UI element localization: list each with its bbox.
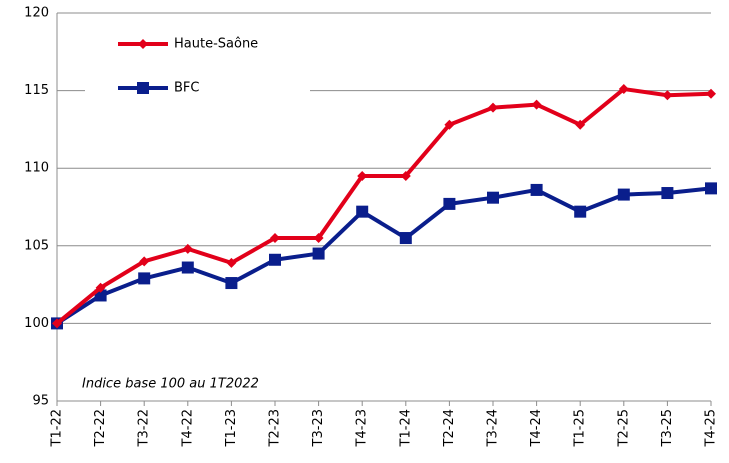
x-tick-label: T1-25	[573, 409, 588, 447]
annotation: Indice base 100 au 1T2022	[82, 377, 259, 392]
marker	[488, 102, 498, 113]
marker	[444, 119, 455, 130]
x-tick-label: T1-22	[50, 409, 65, 447]
x-tick-label: T1-23	[224, 409, 239, 447]
marker	[356, 205, 369, 218]
x-tick-label: T4-25	[704, 409, 719, 447]
marker	[618, 84, 629, 95]
x-tick-label: T3-23	[311, 409, 326, 447]
x-tick-label: T2-24	[442, 409, 457, 447]
legend-label: Haute-Saône	[174, 37, 258, 52]
x-tick-label: T3-25	[660, 409, 675, 447]
marker	[270, 233, 280, 244]
marker	[357, 170, 368, 181]
legend-marker	[138, 39, 148, 49]
marker	[443, 197, 456, 210]
y-tick-label: 95	[32, 394, 49, 409]
marker	[662, 90, 673, 101]
marker	[706, 88, 716, 99]
marker	[225, 277, 238, 290]
legend-marker	[137, 82, 149, 94]
x-tick-label: T4-23	[355, 409, 370, 447]
y-tick-label: 115	[24, 83, 49, 98]
marker	[269, 253, 281, 266]
marker	[530, 183, 543, 196]
x-tick-label: T4-22	[180, 409, 195, 447]
marker	[575, 119, 586, 130]
y-tick-label: 105	[24, 238, 49, 253]
line	[55, 186, 712, 326]
marker	[95, 282, 106, 293]
marker	[226, 257, 237, 268]
y-tick-label: 100	[24, 316, 49, 331]
marker	[531, 99, 542, 110]
legend-box	[85, 25, 310, 110]
x-tick-label: T4-24	[529, 409, 544, 447]
marker	[138, 272, 151, 285]
marker	[574, 205, 587, 218]
marker	[139, 256, 150, 267]
marker	[313, 233, 324, 244]
marker	[661, 187, 674, 200]
y-tick-label: 120	[24, 6, 49, 21]
marker	[182, 243, 193, 254]
marker	[312, 247, 325, 260]
marker	[487, 191, 499, 204]
x-tick-label: T2-25	[616, 409, 631, 447]
x-tick-label: T3-24	[486, 409, 501, 447]
marker	[181, 261, 194, 274]
x-tick-label: T3-22	[137, 409, 152, 447]
marker	[52, 318, 62, 329]
legend-label: BFC	[174, 81, 199, 96]
line	[55, 87, 712, 325]
x-tick-label: T1-24	[398, 409, 413, 447]
x-tick-label: T2-23	[268, 409, 283, 447]
marker	[399, 232, 412, 245]
x-tick-label: T2-22	[93, 409, 108, 447]
marker	[400, 170, 411, 181]
y-tick-label: 110	[24, 161, 49, 176]
marker	[705, 182, 717, 195]
marker	[617, 188, 630, 201]
